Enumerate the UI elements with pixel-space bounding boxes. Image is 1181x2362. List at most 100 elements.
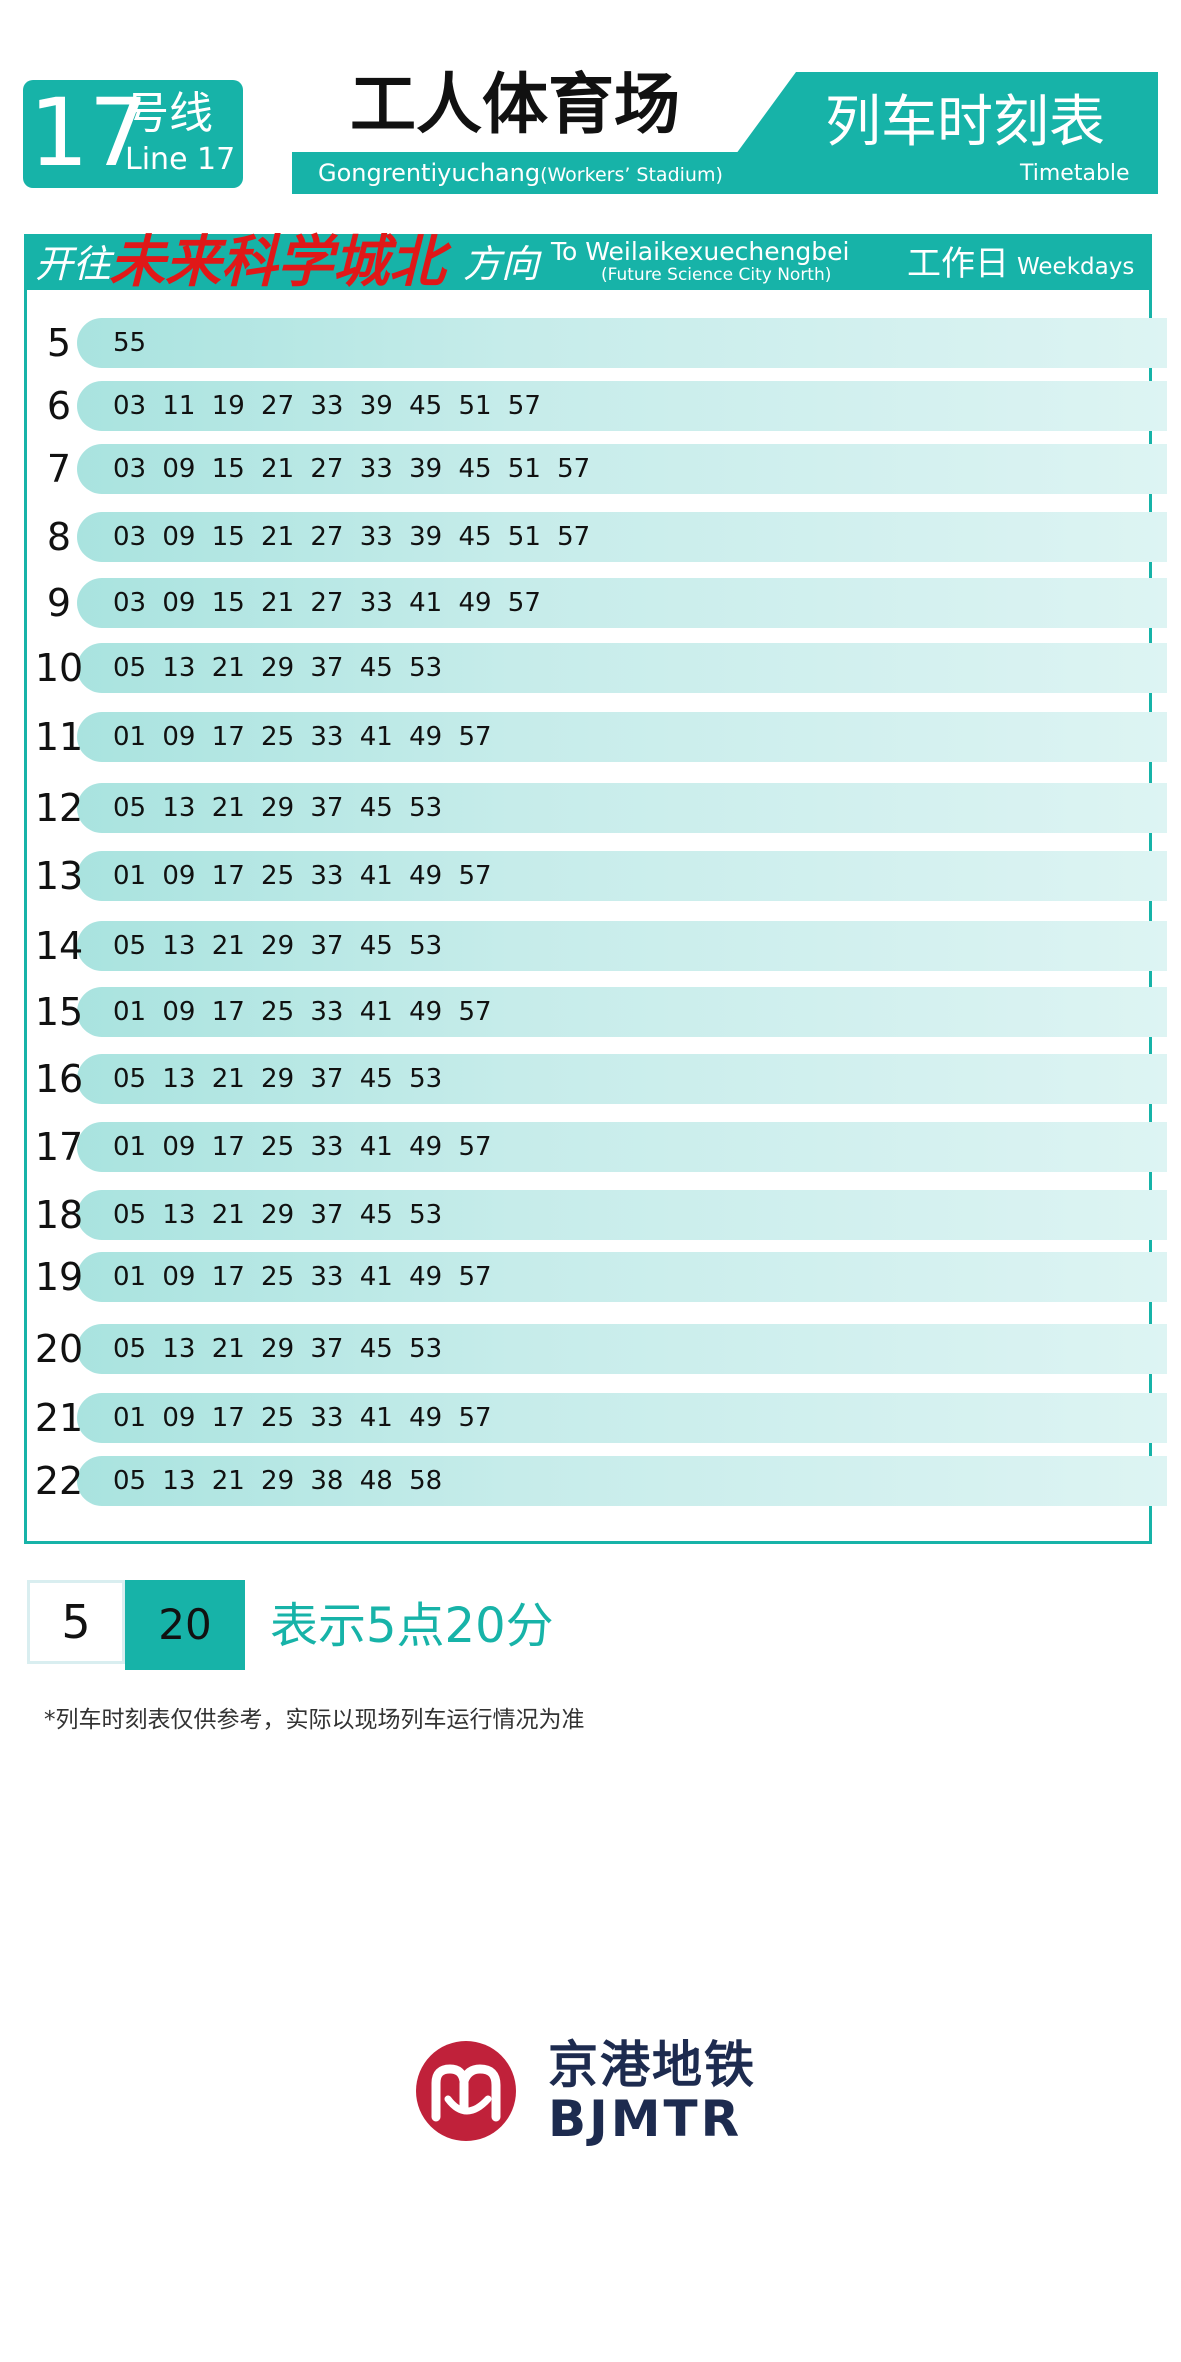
service-day-en: Weekdays xyxy=(1017,254,1135,280)
line-badge: 17 号线 Line 17 xyxy=(23,80,243,188)
line-number: 17 xyxy=(29,79,149,188)
row-bar xyxy=(77,578,1167,628)
schedule-row-07: 7 03 09 15 21 27 33 39 45 51 57 xyxy=(27,444,1167,494)
station-name-bar: Gongrentiyuchang(Workers’ Stadium) xyxy=(292,152,1158,194)
station-name-en-sub: (Workers’ Stadium) xyxy=(540,164,723,186)
row-bar xyxy=(77,851,1167,901)
hour-label: 13 xyxy=(34,854,84,898)
hour-label: 7 xyxy=(46,447,72,491)
schedule-row-06: 6 03 11 19 27 33 39 45 51 57 xyxy=(27,381,1167,431)
row-bar xyxy=(77,1190,1167,1240)
hour-label: 12 xyxy=(34,786,84,830)
row-bar xyxy=(77,1054,1167,1104)
timetable-title-block xyxy=(736,72,1158,154)
hour-label: 18 xyxy=(34,1193,84,1237)
schedule-row-05: 5 55 xyxy=(27,318,1167,368)
hour-label: 17 xyxy=(34,1125,84,1169)
hour-label: 14 xyxy=(34,924,84,968)
logo-name-cn: 京港地铁 xyxy=(548,2036,756,2094)
minute-list: 03 09 15 21 27 33 39 45 51 57 xyxy=(113,522,591,552)
hour-label: 22 xyxy=(34,1459,84,1503)
row-bar xyxy=(77,1252,1167,1302)
hour-label: 9 xyxy=(46,581,72,625)
row-bar xyxy=(77,512,1167,562)
schedule-row-18: 18 05 13 21 29 37 45 53 xyxy=(27,1190,1167,1240)
bjmtr-logo-icon xyxy=(416,2041,516,2141)
direction-destination-cn: 未来科学城北 xyxy=(109,230,445,295)
minute-list: 05 13 21 29 37 45 53 xyxy=(113,653,443,683)
schedule-row-15: 15 01 09 17 25 33 41 49 57 xyxy=(27,987,1167,1037)
hour-label: 8 xyxy=(46,515,72,559)
bjmtr-logo: 京港地铁 BJMTR xyxy=(414,2035,774,2148)
schedule-row-08: 8 03 09 15 21 27 33 39 45 51 57 xyxy=(27,512,1167,562)
legend-explanation: 表示5点20分 xyxy=(270,1598,554,1654)
schedule-row-21: 21 01 09 17 25 33 41 49 57 xyxy=(27,1393,1167,1443)
timetable-panel: 开往 未来科学城北 方向 To Weilaikexuechengbei (Fut… xyxy=(24,233,1167,1544)
row-bar xyxy=(77,444,1167,494)
minute-list: 03 09 15 21 27 33 41 49 57 xyxy=(113,588,541,618)
line-label-en: Line 17 xyxy=(125,142,236,177)
schedule-row-22: 22 05 13 21 29 38 48 58 xyxy=(27,1456,1167,1506)
minute-list: 05 13 21 29 37 45 53 xyxy=(113,1334,443,1364)
minute-list: 03 09 15 21 27 33 39 45 51 57 xyxy=(113,454,591,484)
direction-bar: 开往 未来科学城北 方向 To Weilaikexuechengbei (Fut… xyxy=(27,233,1149,293)
timetable-title-en: Timetable xyxy=(1020,161,1130,186)
legend-minute-sample: 20 xyxy=(125,1580,245,1670)
schedule-row-19: 19 01 09 17 25 33 41 49 57 xyxy=(27,1252,1167,1302)
legend-hour-sample: 5 xyxy=(27,1580,125,1664)
hour-label: 10 xyxy=(34,646,84,690)
row-bar xyxy=(77,712,1167,762)
hour-label: 5 xyxy=(46,321,72,365)
schedule-row-16: 16 05 13 21 29 37 45 53 xyxy=(27,1054,1167,1104)
direction-destination-en: To Weilaikexuechengbei xyxy=(551,237,850,266)
minute-list: 05 13 21 29 37 45 53 xyxy=(113,931,443,961)
minute-list: 01 09 17 25 33 41 49 57 xyxy=(113,861,492,891)
row-bar xyxy=(77,1456,1167,1506)
direction-destination-en-sub: (Future Science City North) xyxy=(601,265,832,285)
line-label-cn: 号线 xyxy=(125,88,213,139)
hour-label: 20 xyxy=(34,1327,84,1371)
row-bar xyxy=(77,381,1167,431)
row-bar xyxy=(77,1393,1167,1443)
direction-prefix: 开往 xyxy=(35,242,112,286)
hour-label: 6 xyxy=(46,384,72,428)
station-name-cn: 工人体育场 xyxy=(350,66,680,143)
hour-label: 15 xyxy=(34,990,84,1034)
minute-list: 01 09 17 25 33 41 49 57 xyxy=(113,1132,492,1162)
station-name-en-main: Gongrentiyuchang xyxy=(318,159,541,187)
minute-list: 01 09 17 25 33 41 49 57 xyxy=(113,1403,492,1433)
timetable-title-cn: 列车时刻表 xyxy=(825,90,1105,155)
row-bar xyxy=(77,921,1167,971)
hour-label: 11 xyxy=(34,715,84,759)
minute-list: 55 xyxy=(113,328,147,358)
service-day-cn: 工作日 xyxy=(907,244,1009,284)
schedule-row-13: 13 01 09 17 25 33 41 49 57 xyxy=(27,851,1167,901)
minute-list: 03 11 19 27 33 39 45 51 57 xyxy=(113,391,541,421)
schedule-row-12: 12 05 13 21 29 37 45 53 xyxy=(27,783,1167,833)
minute-list: 05 13 21 29 37 45 53 xyxy=(113,1200,443,1230)
hour-label: 21 xyxy=(34,1396,84,1440)
direction-suffix: 方向 xyxy=(463,242,540,286)
minute-list: 05 13 21 29 37 45 53 xyxy=(113,1064,443,1094)
schedule-row-09: 9 03 09 15 21 27 33 41 49 57 xyxy=(27,578,1167,628)
hour-label: 19 xyxy=(34,1255,84,1299)
minute-list: 05 13 21 29 38 48 58 xyxy=(113,1466,443,1496)
minute-list: 01 09 17 25 33 41 49 57 xyxy=(113,722,492,752)
minute-list: 05 13 21 29 37 45 53 xyxy=(113,793,443,823)
row-bar xyxy=(77,318,1167,368)
station-name-en: Gongrentiyuchang(Workers’ Stadium) xyxy=(318,152,723,196)
minute-list: 01 09 17 25 33 41 49 57 xyxy=(113,997,492,1027)
schedule-row-14: 14 05 13 21 29 37 45 53 xyxy=(27,921,1167,971)
row-bar xyxy=(77,1122,1167,1172)
row-bar xyxy=(77,1324,1167,1374)
schedule-row-11: 11 01 09 17 25 33 41 49 57 xyxy=(27,712,1167,762)
minute-list: 01 09 17 25 33 41 49 57 xyxy=(113,1262,492,1292)
row-bar xyxy=(77,783,1167,833)
schedule-row-10: 10 05 13 21 29 37 45 53 xyxy=(27,643,1167,693)
hour-label: 16 xyxy=(34,1057,84,1101)
row-bar xyxy=(77,643,1167,693)
row-bar xyxy=(77,987,1167,1037)
schedule-row-17: 17 01 09 17 25 33 41 49 57 xyxy=(27,1122,1167,1172)
logo-name-en: BJMTR xyxy=(548,2090,743,2148)
schedule-row-20: 20 05 13 21 29 37 45 53 xyxy=(27,1324,1167,1374)
